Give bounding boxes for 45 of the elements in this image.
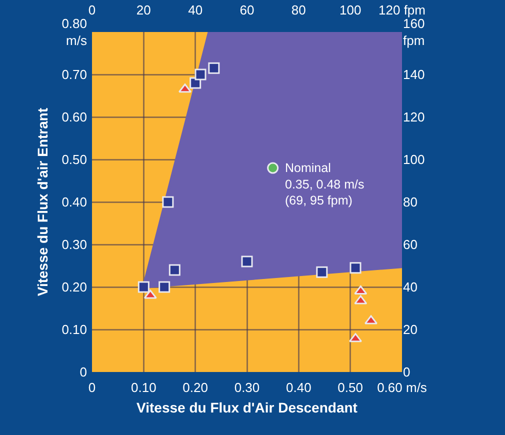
y-tick-label: 0.60 xyxy=(62,110,87,125)
y2-tick-label: 60 xyxy=(403,237,418,252)
y2-tick-label: 160 fpm xyxy=(403,16,425,48)
point xyxy=(158,281,170,293)
x-tick-label: 0.50 xyxy=(338,380,363,395)
y2-tick-label: 40 xyxy=(403,280,418,295)
point xyxy=(267,162,279,174)
x-tick-label: 0.20 xyxy=(182,380,208,395)
y2-tick-label: 80 xyxy=(403,194,418,210)
point xyxy=(162,196,174,208)
x2-tick-label: 20 xyxy=(136,2,151,18)
y-tick-label: 0.80 m/s xyxy=(62,16,88,48)
y2-tick-label: 20 xyxy=(403,322,418,338)
y-tick-label: 0.50 xyxy=(62,152,87,168)
y-tick-label: 0.30 xyxy=(62,237,87,252)
point xyxy=(168,264,180,276)
point xyxy=(241,256,253,268)
x2-tick-label: 40 xyxy=(188,2,203,18)
y2-tick-label: 140 xyxy=(403,67,425,82)
x2-tick-label: 100 xyxy=(339,2,362,18)
x-tick-label: 0.10 xyxy=(131,380,156,395)
x2-tick-label: 80 xyxy=(291,2,306,18)
y2-tick-label: 120 xyxy=(403,110,425,125)
point xyxy=(208,62,220,74)
y2-tick-label: 100 xyxy=(403,152,425,168)
x-tick-label: 0.40 xyxy=(286,380,312,395)
annotation: Nominal 0.35, 0.48 m/s (69, 95 fpm) xyxy=(285,161,364,208)
y-tick-label: 0 xyxy=(80,364,87,380)
point xyxy=(316,266,328,278)
y-tick-label: 0.70 xyxy=(62,67,87,82)
x2-tick-label: 60 xyxy=(240,2,254,18)
x-tick-label: 0.30 xyxy=(234,380,260,395)
point xyxy=(354,295,368,304)
y-tick-label: 0.40 xyxy=(62,194,87,210)
point xyxy=(144,290,157,299)
x2-tick-label: 120 fpm xyxy=(378,2,426,18)
y-tick-label: 0.10 xyxy=(62,322,87,338)
point xyxy=(138,281,150,293)
x-axis-title: Vitesse du Flux d'Air Descendant xyxy=(136,399,358,416)
y2-tick-label: 0 xyxy=(403,364,410,380)
point xyxy=(194,68,206,80)
x-tick-label: 0.60 m/s xyxy=(377,380,428,395)
point xyxy=(350,262,362,274)
y-tick-label: 0.20 xyxy=(62,280,87,295)
y-axis-title: Vitesse du Flux d'air Entrant xyxy=(34,108,50,296)
